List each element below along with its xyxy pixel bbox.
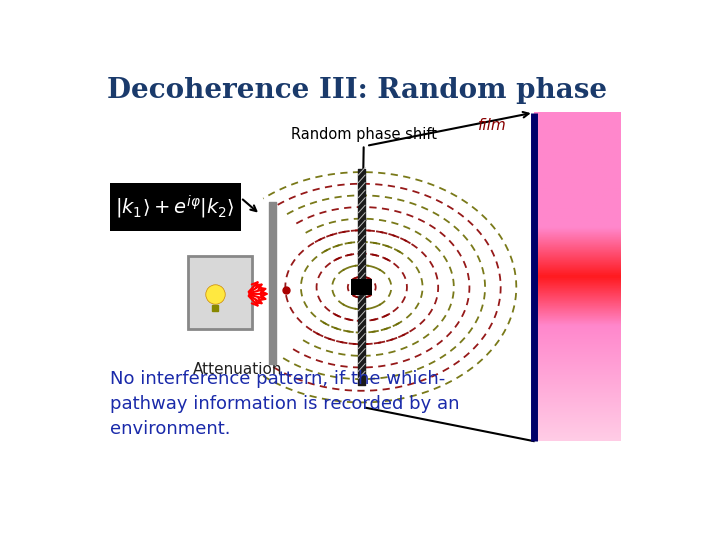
FancyBboxPatch shape (188, 256, 252, 329)
Text: Random phase shift: Random phase shift (291, 127, 437, 226)
Bar (351, 279, 372, 295)
Text: Attenuation: Attenuation (193, 362, 283, 377)
FancyBboxPatch shape (109, 183, 240, 231)
Text: Decoherence III: Random phase: Decoherence III: Random phase (107, 77, 607, 104)
Text: No interference pattern, if the which-
pathway information is recorded by an
env: No interference pattern, if the which- p… (109, 370, 459, 438)
Text: film: film (478, 118, 507, 133)
Text: $|k_1\rangle+e^{i\varphi}|k_2\rangle$: $|k_1\rangle+e^{i\varphi}|k_2\rangle$ (115, 194, 235, 221)
